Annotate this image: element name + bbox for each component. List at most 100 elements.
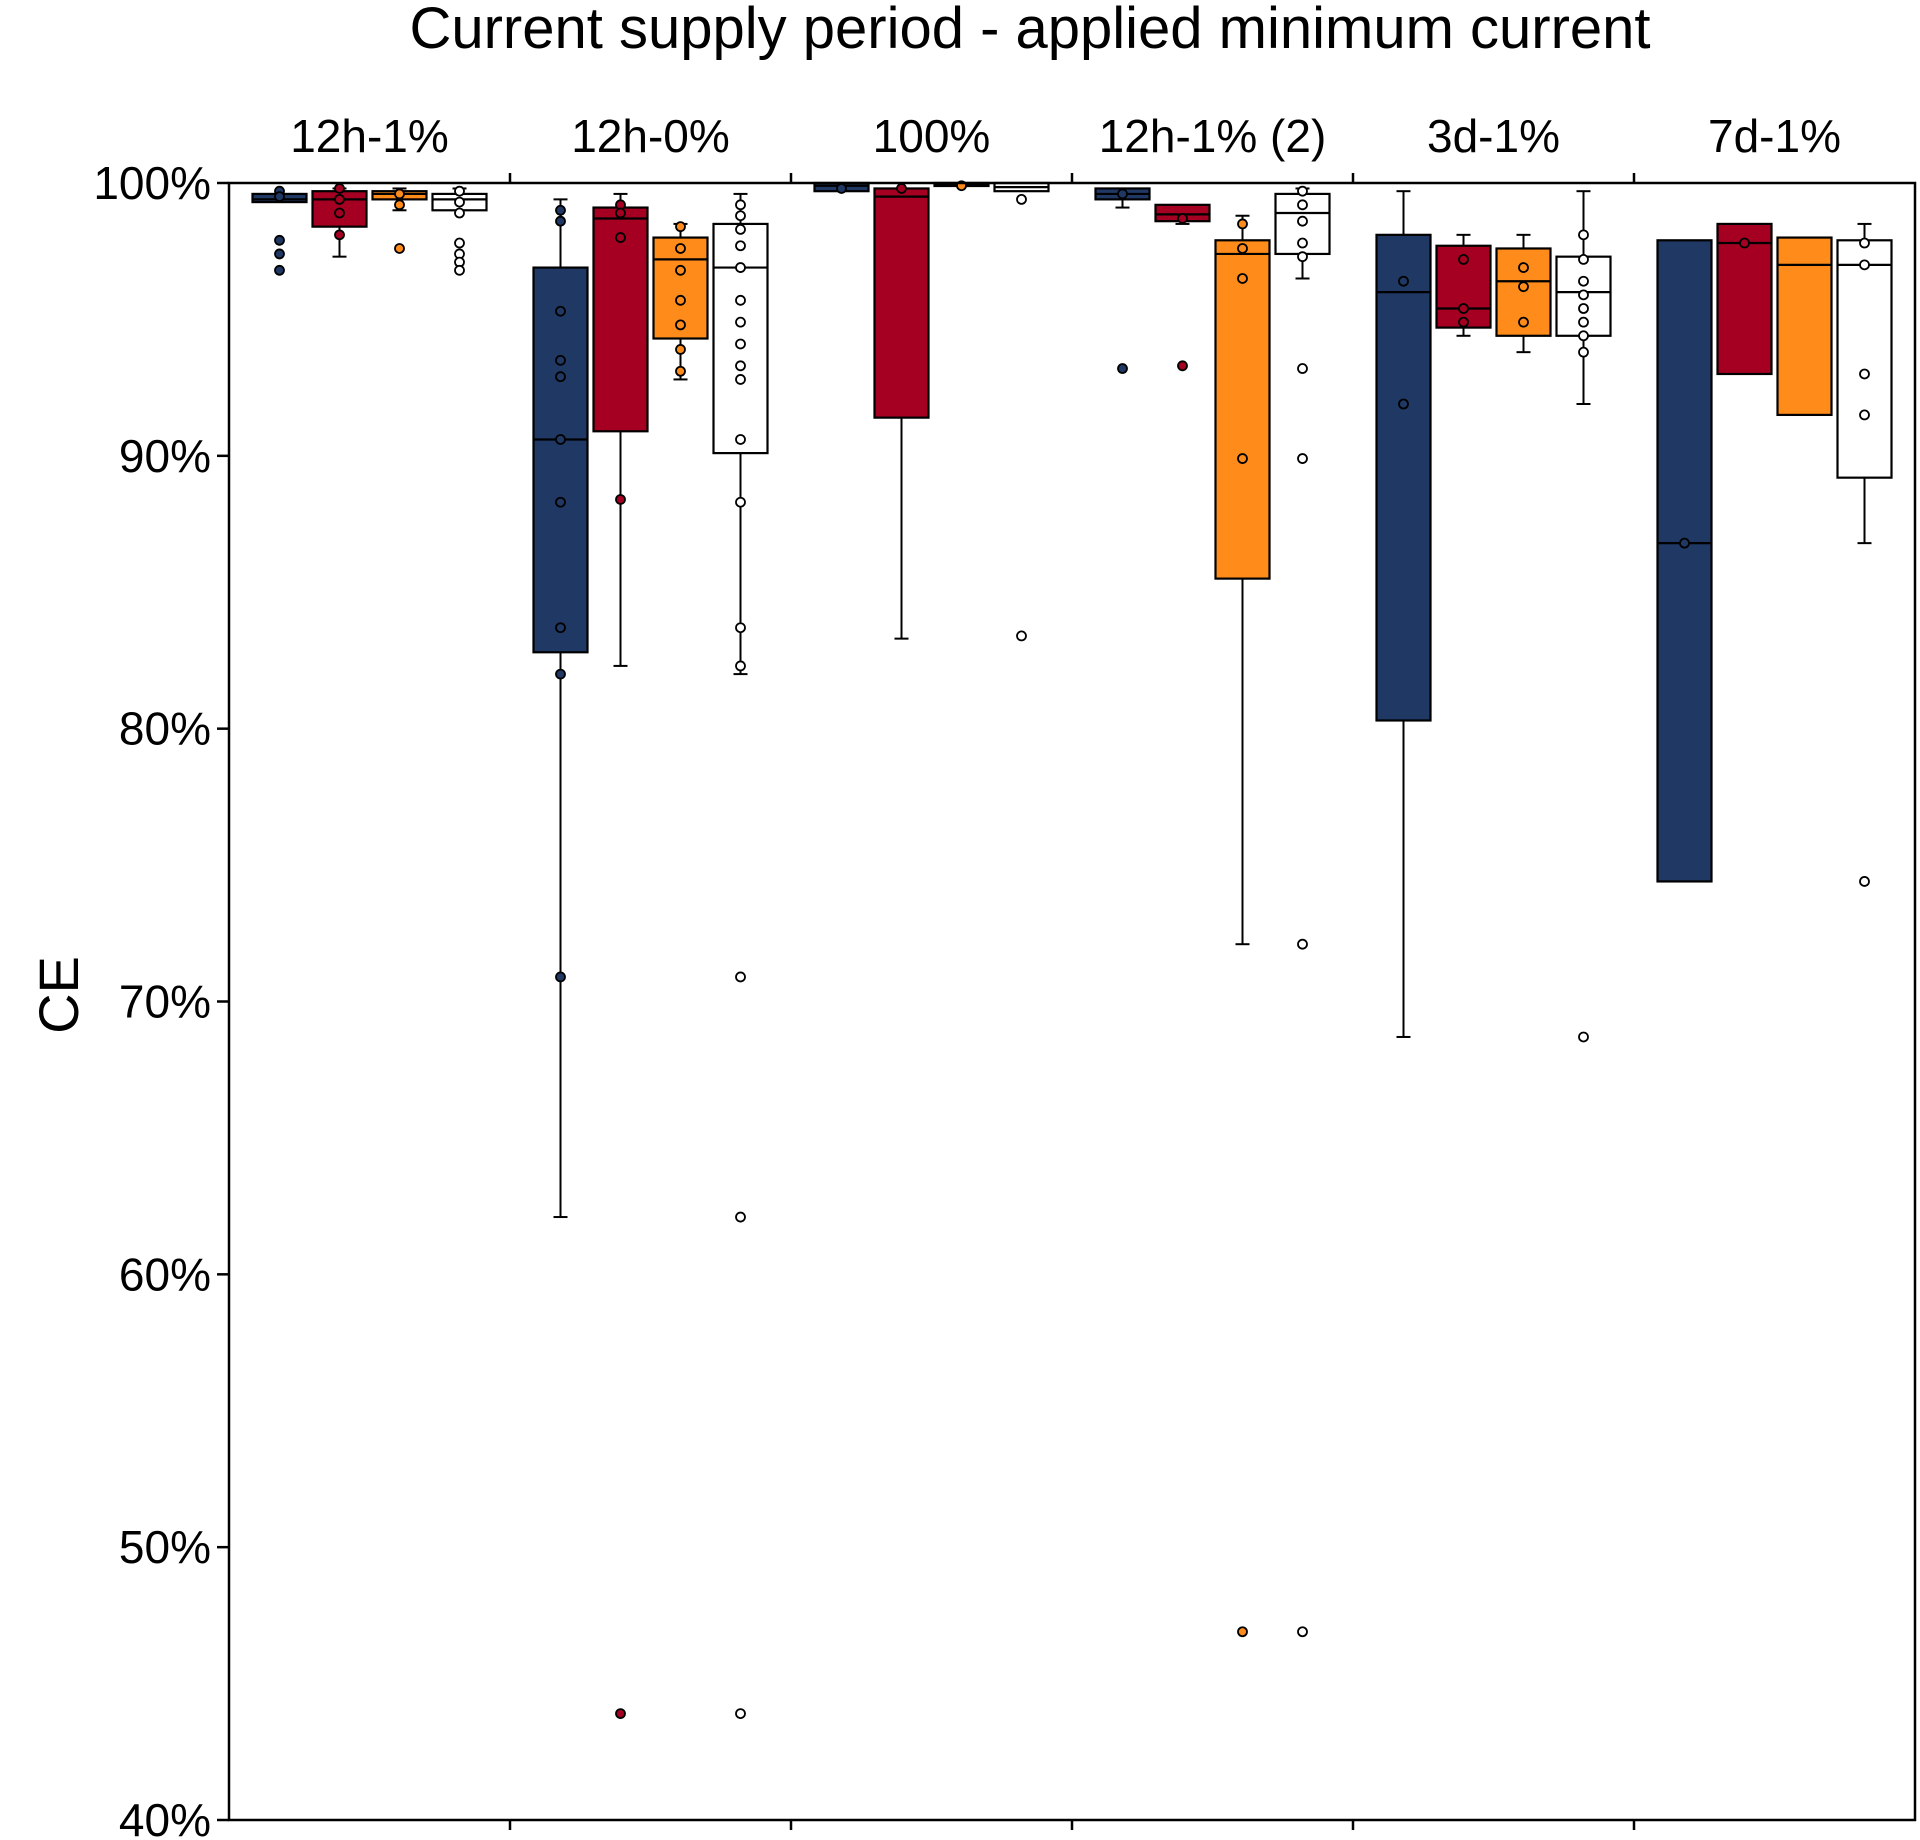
data-point [555, 668, 566, 680]
group-label: 12h-1% (2) [1099, 110, 1327, 162]
data-point [675, 221, 686, 233]
data-point [1859, 259, 1870, 271]
data-point [615, 494, 626, 505]
data-point [1297, 938, 1308, 950]
data-point [274, 248, 285, 260]
box-iqr [1836, 239, 1893, 479]
box-7d-1%-3 [1836, 222, 1893, 887]
data-point [735, 660, 746, 672]
box-3d-1%-2 [1495, 233, 1552, 354]
data-point [1237, 273, 1248, 284]
data-point [1297, 215, 1308, 227]
data-point [735, 294, 746, 306]
data-point [1117, 188, 1128, 200]
box-12h-0%-3 [712, 192, 769, 1719]
box-12h-1%-0 [251, 185, 308, 276]
data-point [334, 207, 345, 219]
box-iqr [1716, 222, 1773, 376]
data-point [1297, 251, 1308, 263]
data-point [1237, 218, 1248, 230]
box-12h-1% (2)-0 [1094, 187, 1151, 374]
y-tick-label: 70% [119, 976, 211, 1028]
data-point [1458, 303, 1469, 314]
group-label: 12h-1% [290, 110, 449, 162]
box-3d-1%-1 [1435, 233, 1492, 337]
data-point [1859, 876, 1870, 887]
data-point [334, 183, 345, 194]
box-3d-1%-3 [1555, 190, 1612, 1043]
data-point [1739, 237, 1750, 249]
data-point [555, 371, 566, 383]
data-point [1237, 1626, 1248, 1638]
data-point [274, 191, 285, 203]
box-12h-0%-1 [592, 192, 649, 1719]
data-point [1859, 237, 1870, 249]
group-label: 100% [873, 110, 991, 162]
data-point [735, 1708, 746, 1719]
y-tick-label: 50% [119, 1521, 211, 1573]
box-7d-1%-1 [1716, 222, 1773, 376]
data-point [735, 210, 746, 222]
data-point [454, 207, 465, 219]
box-iqr [1656, 239, 1713, 883]
plot-area [251, 173, 1893, 1830]
data-point [675, 344, 686, 355]
box-iqr [712, 222, 769, 455]
box-7d-1%-2 [1776, 236, 1833, 417]
box-12h-1% (2)-1 [1154, 203, 1211, 372]
box-7d-1%-0 [1656, 239, 1713, 883]
data-point [1177, 213, 1188, 224]
group-label: 12h-0% [571, 110, 730, 162]
y-tick-label: 60% [119, 1248, 211, 1300]
data-point [334, 193, 345, 205]
box-100%-3 [993, 181, 1050, 642]
data-point [735, 434, 746, 445]
data-point [1578, 289, 1589, 301]
box-3d-1%-0 [1375, 190, 1432, 1038]
data-point [1297, 453, 1308, 464]
data-point [1297, 1626, 1308, 1638]
data-point [1578, 303, 1589, 314]
data-point [555, 971, 566, 983]
data-point [675, 294, 686, 306]
box-12h-1%-3 [431, 185, 488, 276]
data-point [1458, 253, 1469, 265]
box-100%-0 [813, 181, 870, 194]
data-point [1578, 316, 1589, 328]
data-point [1117, 363, 1128, 374]
data-point [1237, 243, 1248, 254]
data-point [1016, 630, 1027, 642]
data-point [735, 240, 746, 252]
data-point [735, 1211, 746, 1223]
data-point [675, 243, 686, 254]
box-iqr [1375, 233, 1432, 722]
data-point [836, 183, 847, 194]
data-point [735, 338, 746, 350]
data-point [615, 1708, 626, 1719]
data-point [274, 264, 285, 276]
data-point [1458, 316, 1469, 328]
data-point [394, 188, 405, 200]
y-tick-label: 100% [93, 157, 211, 209]
data-point [1297, 185, 1308, 197]
y-axis-ticks: 40% 50% 60% 70% 80% 90% 100% [93, 157, 229, 1840]
data-point [1518, 281, 1529, 293]
box-12h-0%-2 [652, 221, 709, 381]
data-point [675, 319, 686, 331]
data-point [555, 434, 566, 445]
data-point [735, 374, 746, 385]
data-point [615, 232, 626, 243]
data-point [1578, 275, 1589, 287]
data-point [1398, 398, 1409, 410]
data-point [1578, 330, 1589, 342]
data-point [1518, 316, 1529, 328]
data-point [555, 496, 566, 508]
y-tick-label: 90% [119, 430, 211, 482]
data-point [735, 316, 746, 328]
box-12h-1% (2)-3 [1274, 185, 1331, 1638]
group-label: 3d-1% [1427, 110, 1560, 162]
data-point [1398, 275, 1409, 287]
data-point [1297, 237, 1308, 249]
data-point [454, 196, 465, 208]
